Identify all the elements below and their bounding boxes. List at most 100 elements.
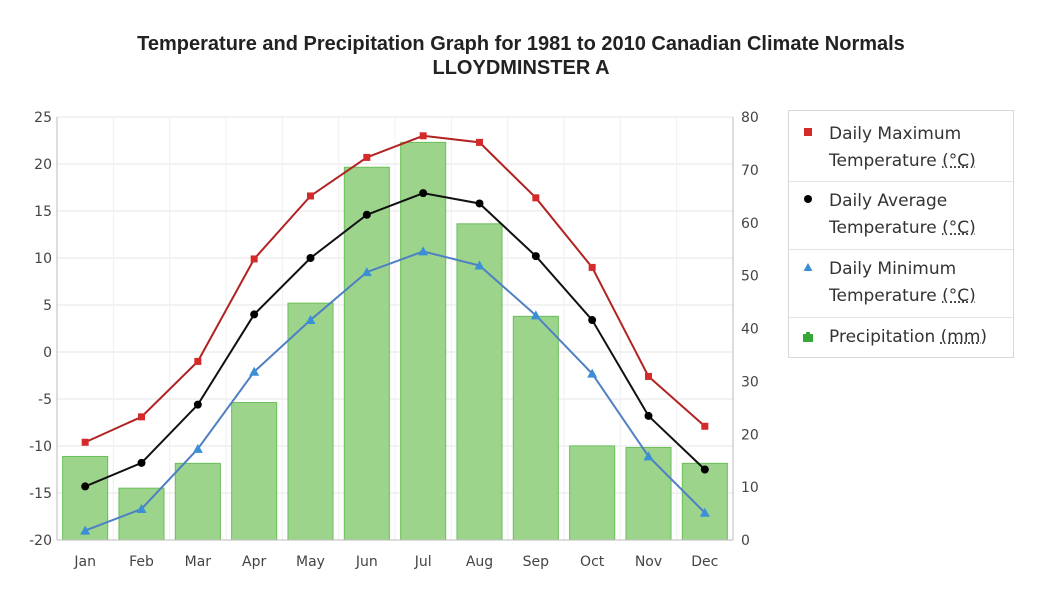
legend-label: Precipitation: [829, 327, 936, 347]
precipitation-bar[interactable]: [625, 446, 672, 541]
max-temp-point[interactable]: [588, 263, 596, 271]
avg-temp-point[interactable]: [250, 310, 259, 319]
green-bar-icon: [803, 332, 813, 342]
max-temp-point[interactable]: [701, 422, 709, 430]
max-temp-point[interactable]: [138, 413, 145, 421]
min-temp-point[interactable]: [136, 503, 147, 513]
precipitation-bar[interactable]: [231, 402, 278, 541]
left-tick-label: 20: [34, 157, 52, 173]
series-line[interactable]: [84, 250, 706, 532]
max-temp-point[interactable]: [476, 138, 483, 146]
min-temp-point[interactable]: [305, 315, 316, 325]
max-temp-point[interactable]: [307, 192, 314, 200]
chart-subtitle: LLOYDMINSTER A: [432, 57, 609, 79]
x-tick-label: Jul: [414, 554, 432, 570]
right-tick-label: 20: [741, 427, 759, 443]
chart-title: Temperature and Precipitation Graph for …: [137, 33, 905, 55]
x-tick-label: Jun: [355, 554, 378, 570]
min-temp-point[interactable]: [249, 366, 260, 376]
x-tick-label: Sep: [523, 554, 550, 570]
min-temp-point[interactable]: [699, 507, 710, 517]
max-temp-point[interactable]: [81, 438, 89, 446]
max-temp-point[interactable]: [419, 132, 427, 140]
precipitation-bar[interactable]: [456, 223, 503, 541]
black-circle-icon: [804, 195, 812, 203]
series-line[interactable]: [84, 134, 706, 444]
min-temp-point[interactable]: [587, 368, 598, 378]
legend-label: Daily Maximum Temperature: [829, 124, 962, 171]
avg-temp-point[interactable]: [362, 210, 371, 219]
precipitation-bar[interactable]: [174, 462, 221, 541]
precipitation-bar[interactable]: [569, 445, 616, 541]
x-tick-label: Mar: [185, 554, 212, 570]
legend-unit: (°C): [942, 151, 976, 171]
right-tick-label: 30: [741, 374, 759, 390]
left-tick-label: -5: [38, 392, 52, 408]
avg-temp-point[interactable]: [81, 482, 90, 491]
right-tick-label: 10: [741, 480, 759, 496]
avg-temp-point[interactable]: [193, 400, 202, 409]
x-tick-label: Apr: [242, 554, 266, 570]
max-temp-point[interactable]: [363, 153, 371, 161]
right-tick-label: 60: [741, 216, 759, 232]
avg-temp-point[interactable]: [531, 252, 540, 261]
min-temp-point[interactable]: [643, 451, 654, 461]
precipitation-bar[interactable]: [343, 166, 390, 541]
x-tick-label: Jan: [73, 554, 96, 570]
right-tick-label: 50: [741, 269, 759, 285]
left-tick-label: -20: [29, 533, 52, 549]
avg-temp-point[interactable]: [588, 316, 597, 325]
legend-item-max-temp[interactable]: Daily Maximum Temperature (°C): [789, 115, 1013, 181]
left-tick-label: 5: [43, 298, 52, 314]
precipitation-bar[interactable]: [681, 462, 728, 541]
max-temp-point[interactable]: [250, 255, 258, 263]
left-tick-label: 25: [34, 110, 52, 126]
precipitation-bar[interactable]: [400, 141, 447, 541]
min-temp-point[interactable]: [530, 310, 541, 320]
left-tick-label: 10: [34, 251, 52, 267]
series-line[interactable]: [84, 192, 706, 488]
max-temp-point[interactable]: [532, 194, 540, 202]
legend-item-min-temp[interactable]: Daily Minimum Temperature (°C): [789, 249, 1013, 317]
left-tick-label: 0: [43, 345, 52, 361]
max-temp-point[interactable]: [645, 372, 652, 380]
avg-temp-point[interactable]: [306, 254, 315, 262]
min-temp-point[interactable]: [361, 267, 372, 277]
legend-label: Daily Average Temperature: [829, 191, 948, 238]
legend: Daily Maximum Temperature (°C) Daily Ave…: [788, 110, 1014, 358]
min-temp-point[interactable]: [80, 525, 91, 535]
blue-triangle-icon: [803, 263, 813, 271]
legend-unit: (°C): [942, 286, 976, 306]
x-tick-label: Oct: [580, 554, 605, 570]
legend-item-precipitation[interactable]: Precipitation (mm): [789, 317, 1013, 357]
axes: 2520151050-5-10-15-2080706050403020100Ja…: [29, 110, 759, 570]
x-tick-label: Nov: [635, 554, 662, 570]
precipitation-bar[interactable]: [512, 315, 559, 541]
right-tick-label: 40: [741, 322, 759, 338]
precipitation-bar[interactable]: [287, 302, 334, 541]
avg-temp-point[interactable]: [475, 199, 484, 208]
avg-temp-point[interactable]: [137, 458, 146, 467]
temperature-lines[interactable]: [80, 132, 710, 535]
avg-temp-point[interactable]: [419, 189, 428, 198]
precipitation-bars[interactable]: [62, 141, 728, 541]
left-tick-label: -15: [29, 486, 52, 502]
left-tick-label: -10: [29, 439, 52, 455]
min-temp-point[interactable]: [192, 443, 203, 453]
legend-label: Daily Minimum Temperature: [829, 259, 957, 306]
legend-item-avg-temp[interactable]: Daily Average Temperature (°C): [789, 181, 1013, 249]
right-tick-label: 70: [741, 163, 759, 179]
avg-temp-point[interactable]: [644, 411, 653, 420]
max-temp-point[interactable]: [194, 357, 202, 365]
avg-temp-point[interactable]: [700, 465, 709, 474]
x-tick-label: Aug: [466, 554, 493, 570]
x-tick-label: Feb: [129, 554, 154, 570]
right-tick-label: 80: [741, 110, 759, 126]
min-temp-point[interactable]: [418, 246, 429, 256]
x-tick-label: May: [296, 554, 325, 570]
min-temp-point[interactable]: [474, 260, 485, 270]
legend-unit: (mm): [940, 327, 988, 347]
left-tick-label: 15: [34, 204, 52, 220]
red-square-icon: [804, 128, 812, 136]
